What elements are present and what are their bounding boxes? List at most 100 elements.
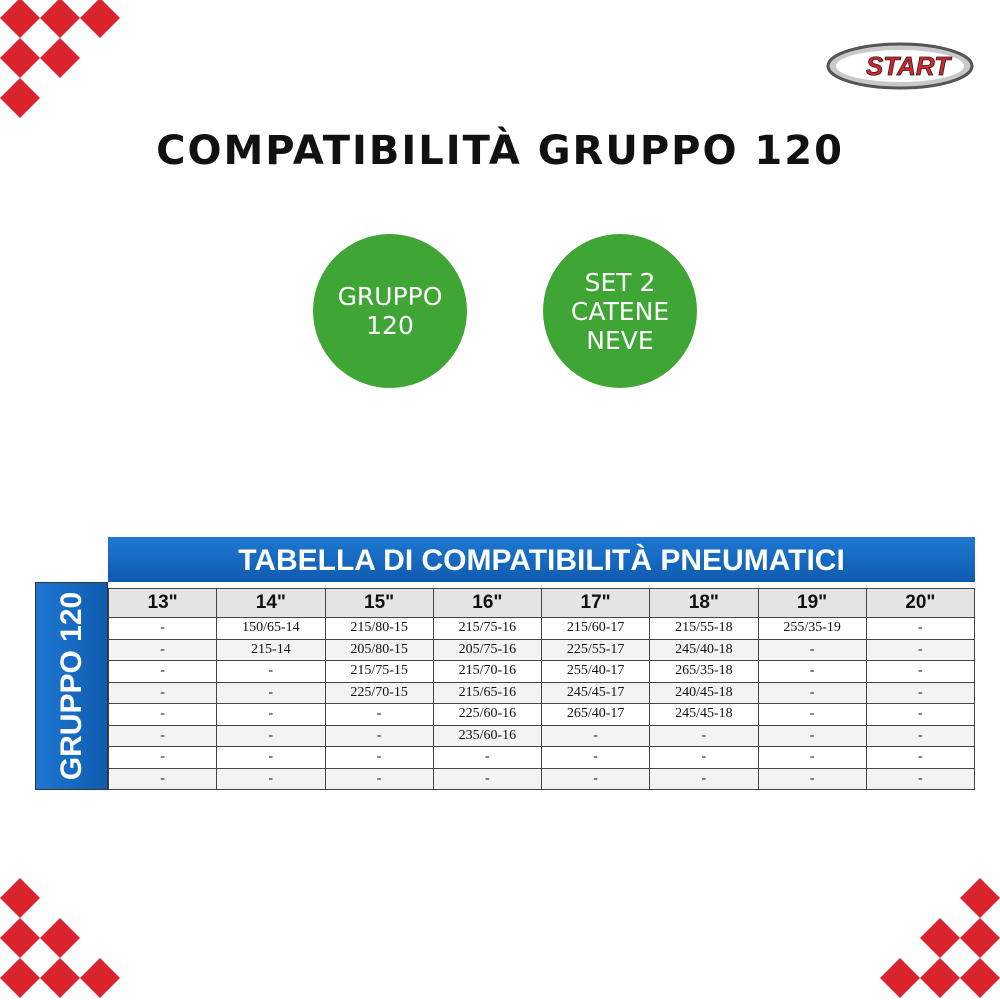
table-cell: - — [540, 746, 651, 769]
table-cell: 215/65-16 — [432, 681, 543, 704]
table-cell: 205/75-16 — [432, 638, 543, 661]
badge-line: 120 — [366, 311, 414, 340]
table-cell: - — [107, 660, 218, 683]
badge-line: GRUPPO — [337, 282, 443, 311]
table-row: - 215-14 205/80-15 205/75-16 225/55-17 245/40… — [107, 638, 976, 661]
table-cell: 215/75-15 — [324, 660, 434, 683]
table-cell: - — [649, 746, 759, 769]
table-cell: - — [107, 767, 218, 790]
table-cell: - — [216, 681, 326, 704]
table-cell: 265/40-17 — [540, 703, 651, 726]
table-row: - - -235/60-16- - - - — [107, 724, 976, 747]
table-cell: - — [649, 724, 759, 747]
table-cell: - — [216, 703, 326, 726]
table-cell: 215/55-18 — [649, 617, 759, 640]
checker-bottom-right — [880, 878, 1000, 998]
table-cell: - — [540, 724, 651, 747]
table-cell: - — [865, 660, 976, 683]
table-cell: - — [757, 638, 867, 661]
table-cell: - — [865, 767, 976, 790]
table-cell: - — [865, 681, 976, 704]
table-row: - -215/75-15 215/70-16 255/40-17 265/35-18- - — [107, 660, 976, 683]
header-cell: 15" — [324, 588, 434, 618]
table-cell: 265/35-18 — [649, 660, 759, 683]
table-cell: - — [757, 660, 867, 683]
compatibility-table: TABELLA DI COMPATIBILITÀ PNEUMATICI GRUP… — [35, 537, 976, 790]
table-cell: - — [216, 767, 326, 790]
table-cell: 255/40-17 — [540, 660, 651, 683]
table-row: -------- — [107, 746, 976, 769]
checker-top-left — [0, 0, 120, 118]
header-cell: 17" — [540, 588, 651, 618]
table-cell: - — [540, 767, 651, 790]
table-cell: 225/70-15 — [324, 681, 434, 704]
table-cell: - — [649, 767, 759, 790]
table-cell: 235/60-16 — [432, 724, 543, 747]
table-cell: - — [324, 724, 434, 747]
table-cell: 225/55-17 — [540, 638, 651, 661]
side-label-box: GRUPPO 120 — [35, 582, 108, 790]
badge-line: SET 2 — [584, 267, 656, 297]
table-row: -------- — [107, 767, 976, 790]
table-cell: - — [324, 746, 434, 769]
table-cell: - — [865, 638, 976, 661]
table-row: -150/65-14 215/80-15 215/75-16 215/60-17 215… — [107, 617, 976, 640]
header-cell: 19" — [757, 588, 867, 618]
table-cell: - — [757, 681, 867, 704]
table-cell: - — [757, 767, 867, 790]
header-cell: 18" — [649, 588, 759, 618]
badge-line: CATENE — [570, 296, 670, 326]
logo: START — [826, 42, 974, 90]
table-cell: 205/80-15 — [324, 638, 434, 661]
table-cell: - — [107, 746, 218, 769]
table-cell: 255/35-19 — [757, 617, 867, 640]
logo-text: START — [866, 51, 952, 81]
table-cell: - — [757, 703, 867, 726]
table-row: - -225/70-15 215/65-16 245/45-17 240/45-18- - — [107, 681, 976, 704]
header-row: 13" 14" 15" 16" 17" 18" 19" 20" — [107, 588, 976, 618]
table-cell: 215/60-17 — [540, 617, 651, 640]
table-cell: 245/45-17 — [540, 681, 651, 704]
table-cell: 245/45-18 — [649, 703, 759, 726]
table-cell: - — [107, 681, 218, 704]
table-cell: 245/40-18 — [649, 638, 759, 661]
table-cell: - — [216, 746, 326, 769]
table-cell: - — [865, 703, 976, 726]
badge: SET 2 CATENE NEVE — [543, 234, 697, 388]
table-cell: 215-14 — [216, 638, 326, 661]
table-cell: - — [107, 617, 218, 640]
table-cell: 215/70-16 — [432, 660, 543, 683]
badge-line: NEVE — [586, 325, 654, 355]
table-cell: - — [216, 724, 326, 747]
header-cell: 13" — [107, 588, 218, 618]
table-cell: - — [324, 767, 434, 790]
table-cell: 240/45-18 — [649, 681, 759, 704]
table-cell: - — [216, 660, 326, 683]
table-cell: - — [865, 724, 976, 747]
table-cell: - — [757, 746, 867, 769]
table-cell: 150/65-14 — [216, 617, 326, 640]
table-row: - - -225/60-16 265/40-17 245/45-18- - — [107, 703, 976, 726]
table-cell: - — [432, 767, 543, 790]
table-cell: - — [107, 703, 218, 726]
side-label: GRUPPO 120 — [54, 591, 88, 781]
header-cell: 16" — [432, 588, 543, 618]
table-cell: - — [432, 746, 543, 769]
table-cell: - — [865, 746, 976, 769]
table-cell: 215/80-15 — [324, 617, 434, 640]
table-cell: - — [757, 724, 867, 747]
header-cell: 20" — [865, 588, 976, 618]
table-cell: 225/60-16 — [432, 703, 543, 726]
table-cell: - — [107, 724, 218, 747]
table-title: TABELLA DI COMPATIBILITÀ PNEUMATICI — [108, 537, 975, 582]
table-cell: - — [324, 703, 434, 726]
header-cell: 14" — [216, 588, 326, 618]
table-grid: 13" 14" 15" 16" 17" 18" 19" 20" -150/65-14 215/80… — [107, 588, 976, 790]
badge: GRUPPO 120 — [313, 234, 467, 388]
table-cell: 215/75-16 — [432, 617, 543, 640]
page-title: COMPATIBILITÀ GRUPPO 120 — [156, 128, 844, 174]
checker-bottom-left — [0, 878, 120, 998]
table-cell: - — [865, 617, 976, 640]
